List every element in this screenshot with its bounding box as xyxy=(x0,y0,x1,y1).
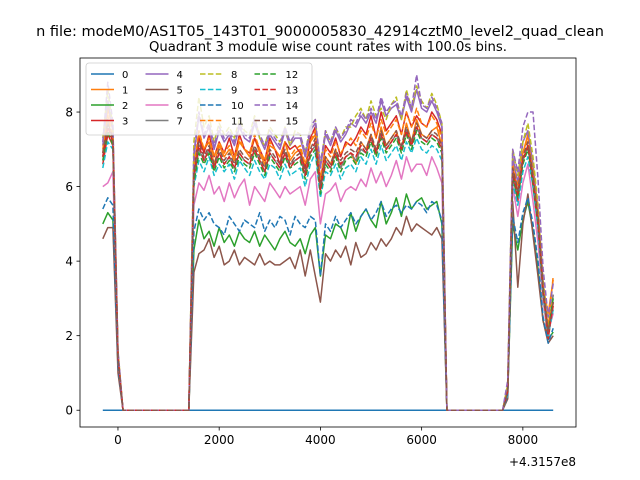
x-tick-label: 4000 xyxy=(305,433,336,447)
x-tick-label: 2000 xyxy=(204,433,235,447)
series-line-2 xyxy=(102,193,554,411)
legend-label-7: 7 xyxy=(177,117,183,128)
x-tick-label: 0 xyxy=(114,433,122,447)
legend-label-10: 10 xyxy=(231,101,244,112)
y-tick-label: 4 xyxy=(65,254,73,268)
x-tick-label: 8000 xyxy=(508,433,539,447)
legend-label-15: 15 xyxy=(286,117,299,128)
series-line-3 xyxy=(102,111,554,411)
legend-label-13: 13 xyxy=(286,86,299,97)
y-tick-label: 6 xyxy=(65,180,73,194)
legend-label-12: 12 xyxy=(286,70,299,81)
legend-label-14: 14 xyxy=(286,101,299,112)
series-line-11 xyxy=(102,107,554,411)
y-tick-label: 8 xyxy=(65,105,73,119)
axes: 0 2000 4000 6000 8000 0 2 4 6 8 xyxy=(65,57,577,447)
series-line-10 xyxy=(102,197,554,411)
x-tick-label: 6000 xyxy=(406,433,437,447)
figure-suptitle: n file: modeM0/AS1T05_143T01_9000005830_… xyxy=(36,24,604,40)
legend-label-3: 3 xyxy=(122,117,128,128)
series-line-5 xyxy=(102,193,554,411)
legend-label-11: 11 xyxy=(231,117,244,128)
chart-title: Quadrant 3 module wise count rates with … xyxy=(149,40,507,55)
x-offset-label: +4.3157e8 xyxy=(509,455,576,469)
series-line-9 xyxy=(102,137,554,411)
legend-box xyxy=(85,62,313,136)
legend-label-9: 9 xyxy=(231,86,237,97)
legend-label-5: 5 xyxy=(177,86,183,97)
legend-label-4: 4 xyxy=(177,70,183,81)
legend-label-6: 6 xyxy=(177,101,183,112)
legend-label-2: 2 xyxy=(122,101,128,112)
y-tick-label: 2 xyxy=(65,329,73,343)
y-tick-label: 0 xyxy=(65,404,73,418)
plot-area xyxy=(102,74,554,411)
series-line-6 xyxy=(102,156,554,411)
series-line-15 xyxy=(102,122,554,411)
legend-label-1: 1 xyxy=(122,86,128,97)
legend-label-0: 0 xyxy=(122,70,128,81)
axes-frame xyxy=(79,57,577,428)
series-line-13 xyxy=(102,126,554,411)
legend-label-8: 8 xyxy=(231,70,237,81)
